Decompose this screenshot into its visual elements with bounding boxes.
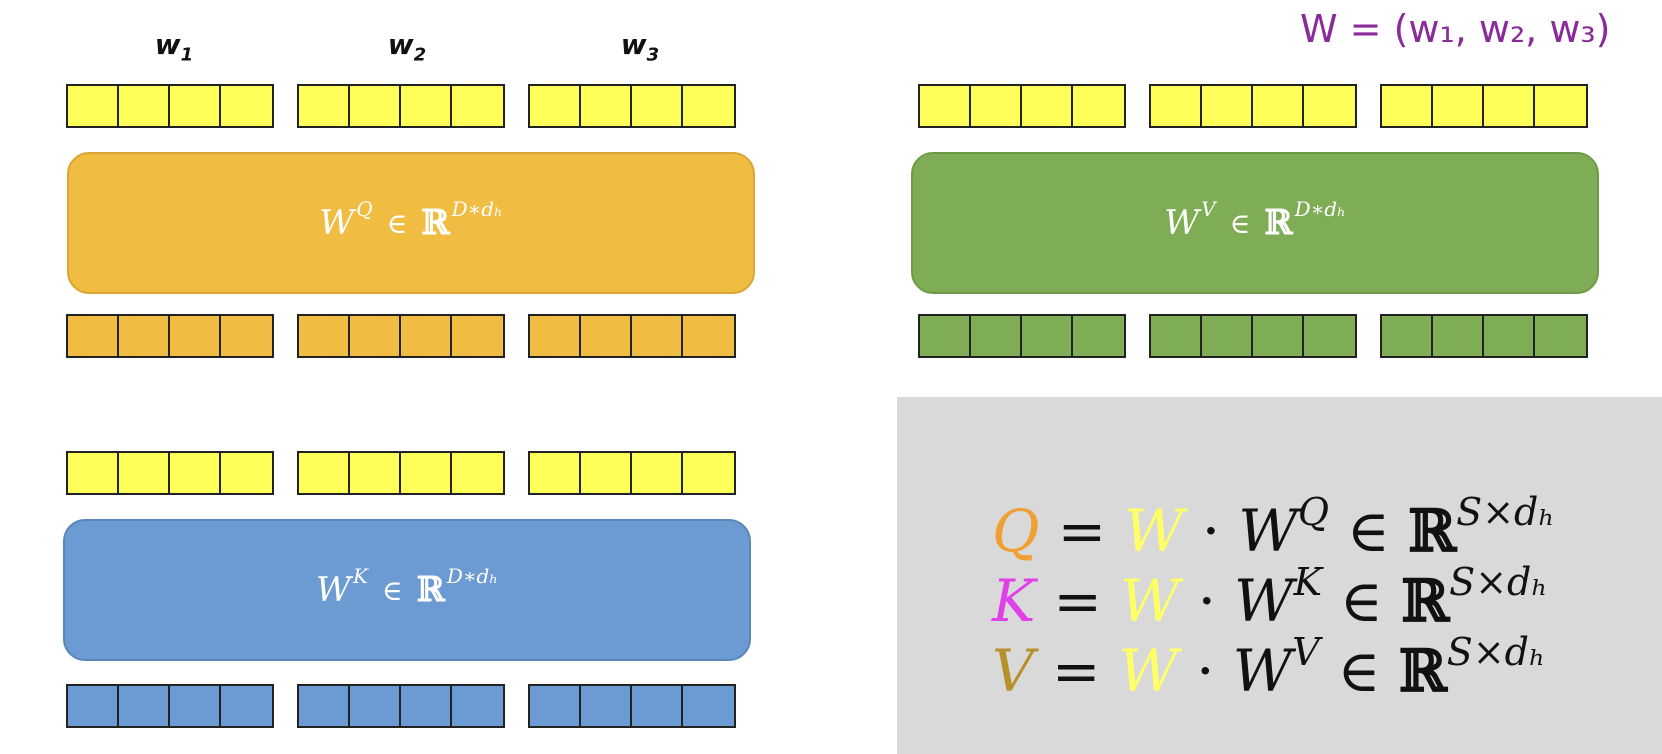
handwritten-text: W = (w₁, w₂, w₃) bbox=[1300, 7, 1610, 51]
token-vector bbox=[1380, 84, 1588, 128]
token-vector bbox=[528, 684, 736, 728]
value-vectors bbox=[918, 314, 1588, 358]
token-vector bbox=[66, 451, 274, 495]
equations-panel: Q = W · WQ ∈ ℝS×dₕ K = W · WK ∈ ℝS×dₕ V = W · WV ∈ ℝS×dₕ bbox=[897, 397, 1662, 754]
token-vector bbox=[528, 84, 736, 128]
equation-k: K = W · WK ∈ ℝS×dₕ bbox=[992, 560, 1548, 635]
token-vector bbox=[297, 314, 505, 358]
header-w3: w3 bbox=[620, 28, 660, 66]
token-vector bbox=[528, 314, 736, 358]
token-vector bbox=[297, 451, 505, 495]
equation-q: Q = W · WQ ∈ ℝS×dₕ bbox=[992, 490, 1555, 565]
token-vector bbox=[918, 84, 1126, 128]
input-tokens-v bbox=[918, 84, 1588, 128]
token-vector bbox=[66, 314, 274, 358]
token-vector bbox=[1149, 84, 1357, 128]
token-vector bbox=[918, 314, 1126, 358]
token-vector bbox=[66, 684, 274, 728]
token-vector bbox=[66, 84, 274, 128]
token-vector bbox=[1149, 314, 1357, 358]
key-vectors bbox=[66, 684, 736, 728]
header-w1: w1 bbox=[154, 28, 194, 66]
header-w2: w2 bbox=[387, 28, 427, 66]
token-vector bbox=[1380, 314, 1588, 358]
equation-v: V = W · WV ∈ ℝS×dₕ bbox=[992, 630, 1546, 705]
input-tokens-q bbox=[66, 84, 736, 128]
token-vector bbox=[528, 451, 736, 495]
query-vectors bbox=[66, 314, 736, 358]
handwritten-annotation: W = (w₁, w₂, w₃) bbox=[1300, 7, 1610, 51]
token-vector bbox=[297, 84, 505, 128]
input-tokens-k bbox=[66, 451, 736, 495]
token-vector bbox=[297, 684, 505, 728]
